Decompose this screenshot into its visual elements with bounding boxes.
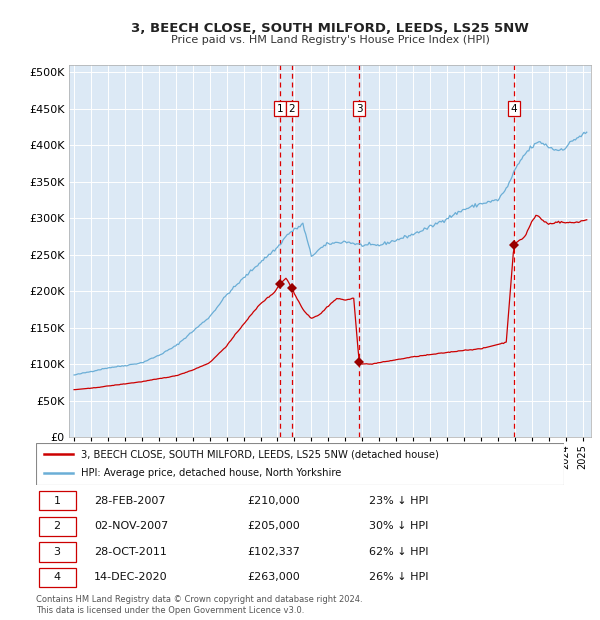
Text: 26% ↓ HPI: 26% ↓ HPI	[368, 572, 428, 582]
Text: Contains HM Land Registry data © Crown copyright and database right 2024.: Contains HM Land Registry data © Crown c…	[36, 595, 362, 604]
Text: 3, BEECH CLOSE, SOUTH MILFORD, LEEDS, LS25 5NW: 3, BEECH CLOSE, SOUTH MILFORD, LEEDS, LS…	[131, 22, 529, 35]
Text: HPI: Average price, detached house, North Yorkshire: HPI: Average price, detached house, Nort…	[81, 469, 341, 479]
FancyBboxPatch shape	[36, 443, 564, 485]
Text: 62% ↓ HPI: 62% ↓ HPI	[368, 547, 428, 557]
Text: £210,000: £210,000	[247, 496, 300, 506]
Text: 3, BEECH CLOSE, SOUTH MILFORD, LEEDS, LS25 5NW (detached house): 3, BEECH CLOSE, SOUTH MILFORD, LEEDS, LS…	[81, 449, 439, 459]
Text: 1: 1	[277, 104, 283, 114]
Text: 02-NOV-2007: 02-NOV-2007	[94, 521, 169, 531]
Text: 3: 3	[53, 547, 61, 557]
Text: 3: 3	[356, 104, 362, 114]
Text: 1: 1	[53, 496, 61, 506]
Text: £102,337: £102,337	[247, 547, 300, 557]
Text: Price paid vs. HM Land Registry's House Price Index (HPI): Price paid vs. HM Land Registry's House …	[170, 35, 490, 45]
Text: 2: 2	[53, 521, 61, 531]
Text: 4: 4	[53, 572, 61, 582]
FancyBboxPatch shape	[38, 491, 76, 510]
Text: 30% ↓ HPI: 30% ↓ HPI	[368, 521, 428, 531]
FancyBboxPatch shape	[38, 568, 76, 587]
Text: 2: 2	[289, 104, 295, 114]
Text: 14-DEC-2020: 14-DEC-2020	[94, 572, 168, 582]
Text: 28-FEB-2007: 28-FEB-2007	[94, 496, 166, 506]
FancyBboxPatch shape	[38, 542, 76, 562]
FancyBboxPatch shape	[38, 516, 76, 536]
Text: This data is licensed under the Open Government Licence v3.0.: This data is licensed under the Open Gov…	[36, 606, 304, 616]
Text: £205,000: £205,000	[247, 521, 300, 531]
Text: 28-OCT-2011: 28-OCT-2011	[94, 547, 167, 557]
Text: £263,000: £263,000	[247, 572, 300, 582]
Text: 23% ↓ HPI: 23% ↓ HPI	[368, 496, 428, 506]
Text: 4: 4	[511, 104, 517, 114]
